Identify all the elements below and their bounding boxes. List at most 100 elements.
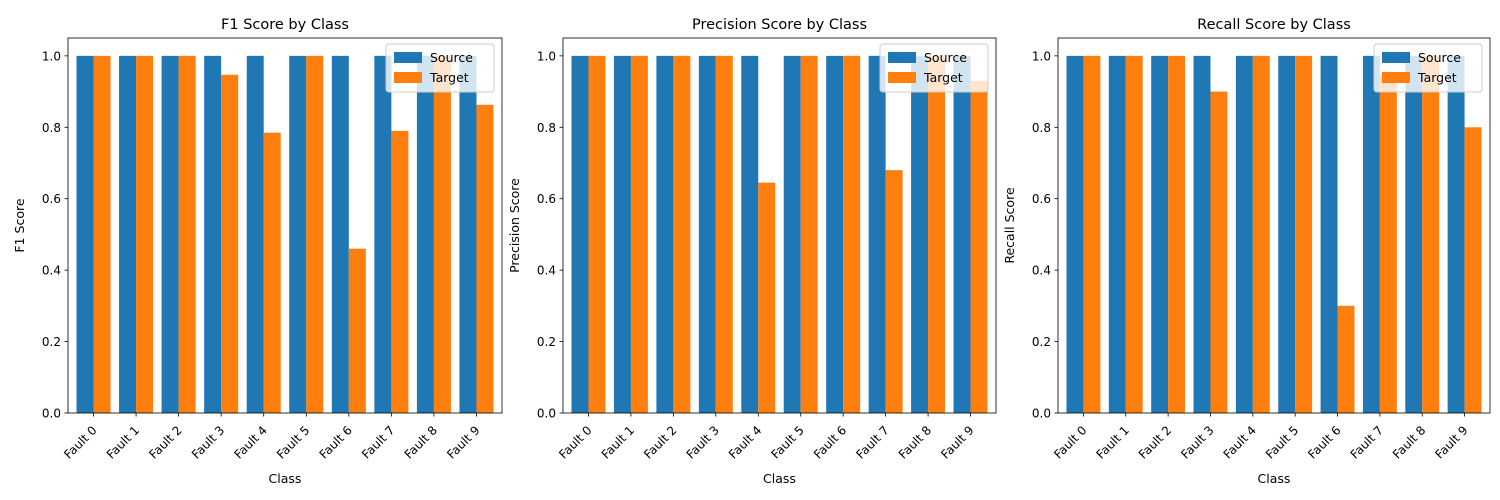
bar-source-fault-0 [571, 55, 589, 413]
y-tick-label: 0.2 [537, 335, 556, 349]
bar-source-fault-3 [1193, 55, 1211, 413]
x-tick-label: Fault 9 [1432, 423, 1470, 461]
x-tick-label: Fault 6 [317, 423, 355, 461]
bar-source-fault-1 [613, 55, 631, 413]
legend-swatch-target [394, 72, 422, 83]
legend: Source Target [385, 43, 495, 93]
x-tick-label: Fault 8 [402, 423, 440, 461]
x-tick-label: Fault 0 [1051, 423, 1089, 461]
bar-source-fault-9 [953, 55, 971, 413]
bar-source-fault-7 [374, 55, 392, 413]
legend-swatch-target [888, 72, 916, 83]
bar-source-fault-9 [1447, 55, 1465, 413]
bar-target-fault-1 [630, 55, 648, 413]
legend-label-target: Target [923, 70, 963, 85]
y-tick-label: 0.4 [42, 264, 61, 278]
bar-source-fault-6 [1320, 55, 1338, 413]
y-tick-label: 0.6 [42, 192, 61, 206]
bar-target-fault-6 [1337, 305, 1355, 413]
bar-target-fault-5 [1295, 55, 1313, 413]
x-tick-label: Fault 0 [556, 423, 594, 461]
legend-label-source: Source [1418, 50, 1461, 65]
bar-target-fault-7 [885, 170, 903, 413]
bar-target-fault-4 [263, 132, 281, 413]
x-tick-label: Fault 9 [938, 423, 976, 461]
x-tick-label: Fault 8 [896, 423, 934, 461]
bar-target-fault-2 [1168, 55, 1186, 413]
bar-target-fault-5 [306, 55, 324, 413]
x-tick-label: Fault 7 [853, 423, 891, 461]
y-tick-label: 0.0 [1032, 407, 1051, 421]
legend-swatch-source [394, 52, 422, 63]
bar-source-fault-3 [204, 55, 222, 413]
x-tick-label: Fault 1 [104, 423, 142, 461]
y-axis-label: Precision Score [507, 178, 522, 273]
bar-source-fault-2 [161, 55, 179, 413]
y-tick-label: 1.0 [42, 49, 61, 63]
bar-target-fault-8 [433, 55, 451, 413]
legend-swatch-source [1382, 52, 1410, 63]
bar-target-fault-7 [391, 130, 409, 413]
bar-target-fault-8 [1422, 55, 1440, 413]
chart-title: Recall Score by Class [1197, 17, 1351, 33]
bar-source-fault-0 [76, 55, 94, 413]
legend-swatch-source [888, 52, 916, 63]
x-tick-label: Fault 1 [1094, 423, 1132, 461]
x-tick-label: Fault 4 [231, 423, 269, 461]
chart-title: F1 Score by Class [221, 17, 349, 33]
x-tick-label: Fault 3 [189, 423, 227, 461]
legend: Source Target [1373, 43, 1483, 93]
bar-target-fault-0 [93, 55, 111, 413]
bar-target-fault-3 [221, 74, 239, 414]
x-tick-label: Fault 4 [1221, 423, 1259, 461]
bar-source-fault-8 [1405, 55, 1423, 413]
bar-target-fault-4 [1252, 55, 1270, 413]
bar-source-fault-2 [1151, 55, 1169, 413]
bar-target-fault-9 [1464, 127, 1482, 414]
bar-source-fault-5 [289, 55, 307, 413]
bar-target-fault-6 [843, 55, 861, 413]
legend-label-source: Source [430, 50, 473, 65]
legend-label-target: Target [1417, 70, 1457, 85]
x-tick-label: Fault 5 [1263, 423, 1301, 461]
x-tick-label: Fault 1 [599, 423, 637, 461]
bar-target-fault-1 [1125, 55, 1143, 413]
legend-label-target: Target [429, 70, 469, 85]
x-tick-label: Fault 8 [1390, 423, 1428, 461]
bar-source-fault-8 [911, 55, 929, 413]
y-tick-label: 0.2 [1032, 335, 1051, 349]
chart-title: Precision Score by Class [692, 17, 867, 33]
x-axis-label: Class [269, 471, 302, 486]
y-tick-label: 0.4 [1032, 264, 1051, 278]
y-tick-label: 0.0 [537, 407, 556, 421]
bar-target-fault-1 [136, 55, 154, 413]
bar-source-fault-2 [656, 55, 674, 413]
x-tick-label: Fault 6 [811, 423, 849, 461]
bar-source-fault-5 [1278, 55, 1296, 413]
y-tick-label: 0.6 [537, 192, 556, 206]
y-tick-label: 1.0 [1032, 49, 1051, 63]
x-tick-label: Fault 2 [641, 423, 679, 461]
bar-source-fault-3 [698, 55, 716, 413]
bar-source-fault-1 [119, 55, 137, 413]
axes-frame [1057, 37, 1491, 414]
axes-frame [67, 37, 503, 414]
bar-source-fault-5 [783, 55, 801, 413]
y-tick-label: 0.0 [42, 407, 61, 421]
bar-target-fault-2 [673, 55, 691, 413]
x-tick-label: Fault 0 [61, 423, 99, 461]
x-tick-label: Fault 5 [768, 423, 806, 461]
y-axis-label: F1 Score [12, 198, 27, 252]
x-tick-label: Fault 5 [274, 423, 312, 461]
bar-source-fault-4 [1235, 55, 1253, 413]
x-tick-label: Fault 6 [1305, 423, 1343, 461]
axes-frame [562, 37, 997, 414]
x-axis-label: Class [1258, 471, 1291, 486]
bar-target-fault-3 [1210, 91, 1228, 414]
bar-source-fault-6 [331, 55, 349, 413]
bar-target-fault-0 [1083, 55, 1101, 413]
bar-target-fault-2 [178, 55, 196, 413]
